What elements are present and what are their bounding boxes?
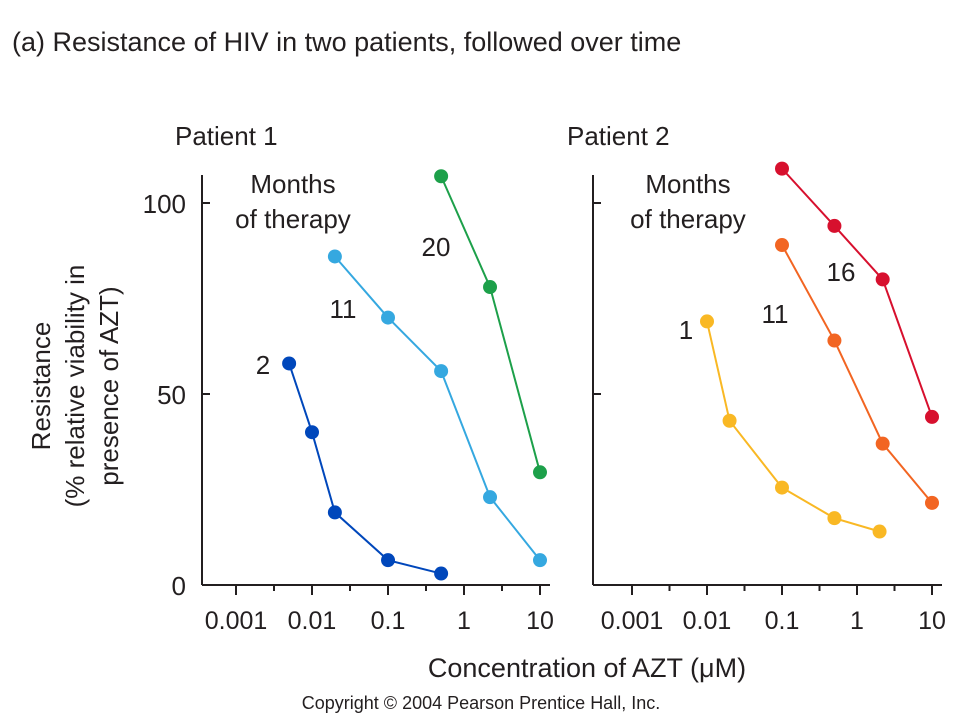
x-axis-title: Concentration of AZT (μM): [428, 653, 746, 683]
data-point-p1-s20-0: [434, 169, 449, 184]
figure-title: (a) Resistance of HIV in two patients, f…: [12, 27, 681, 57]
data-point-p1-s11-0: [327, 249, 342, 264]
data-point-p1-s2-1: [305, 425, 319, 440]
y-axis-title-line-3: presence of AZT): [94, 286, 124, 485]
legend-title-line-1-panel-1: Months: [250, 169, 335, 199]
x-tick-label-2-1: 0.01: [683, 607, 732, 635]
data-point-p1-s11-2: [434, 364, 449, 379]
data-point-p2-s16-2: [875, 272, 890, 287]
x-tick-label-2-2: 0.1: [765, 607, 800, 635]
data-point-p2-s16-3: [925, 409, 939, 424]
series-line-p1-11: [334, 255, 541, 561]
x-tick-label-1-1: 0.01: [288, 607, 337, 635]
legend-title-line-2-panel-1: of therapy: [235, 204, 351, 234]
series-label-p1-20: 20: [422, 232, 451, 262]
series-label-p2-1: 1: [679, 315, 693, 345]
plots: Patient 1 0 50 100 0.001 0.01 0.1 1 10 Months of t…: [143, 121, 946, 635]
data-point-p2-s1-4: [872, 524, 887, 539]
data-point-p1-s2-2: [327, 505, 342, 520]
copyright-notice: Copyright © 2004 Pearson Prentice Hall, …: [302, 693, 660, 713]
y-tick-label-1-0: 0: [172, 571, 186, 601]
x-tick-label-1-2: 0.1: [371, 607, 406, 635]
data-point-p1-s11-4: [533, 553, 547, 568]
data-point-p2-s11-0: [775, 238, 789, 253]
data-point-p1-s2-3: [381, 553, 395, 568]
series-line-p1-2: [288, 363, 442, 575]
legend-title-line-2-panel-2: of therapy: [630, 204, 746, 234]
data-point-p2-s16-0: [775, 161, 789, 176]
legend-title-line-1-panel-2: Months: [645, 169, 730, 199]
series-label-p1-11: 11: [330, 294, 357, 324]
y-tick-label-1-100: 100: [143, 189, 186, 219]
series-label-p1-2: 2: [256, 350, 270, 380]
data-point-p2-s11-1: [827, 333, 842, 348]
series-line-p2-11: [781, 244, 933, 504]
series-label-p2-16: 16: [827, 257, 856, 287]
data-point-p1-s20-2: [533, 465, 547, 480]
y-axis-title-line-2: (% relative viability in: [60, 265, 90, 508]
data-point-p2-s16-1: [827, 218, 842, 233]
data-point-p1-s11-3: [483, 490, 498, 505]
data-point-p1-s2-4: [434, 566, 449, 581]
panel-title-1: Patient 1: [175, 121, 278, 151]
data-point-p2-s1-0: [700, 314, 714, 329]
panel-title-2: Patient 2: [567, 121, 670, 151]
data-point-p2-s11-2: [875, 436, 890, 451]
x-tick-label-2-3: 1: [850, 607, 864, 635]
x-tick-label-1-0: 0.001: [205, 607, 268, 635]
x-tick-label-2-0: 0.001: [601, 607, 664, 635]
series-label-p2-11: 11: [762, 299, 789, 329]
x-tick-label-1-4: 10: [526, 607, 554, 635]
data-point-p1-s2-0: [282, 356, 297, 371]
series-line-p1-20: [440, 175, 541, 473]
data-point-p2-s1-1: [722, 413, 737, 428]
data-point-p1-s11-1: [381, 310, 395, 325]
data-point-p2-s11-3: [925, 495, 939, 510]
data-point-p1-s20-1: [483, 280, 498, 295]
x-tick-label-2-4: 10: [918, 607, 946, 635]
data-point-p2-s1-2: [775, 480, 789, 495]
data-point-p2-s1-3: [827, 511, 842, 526]
series-line-p2-16: [781, 167, 933, 418]
y-axis-title-line-1: Resistance: [26, 322, 56, 451]
x-tick-label-1-3: 1: [457, 607, 471, 635]
y-tick-label-1-50: 50: [157, 380, 186, 410]
